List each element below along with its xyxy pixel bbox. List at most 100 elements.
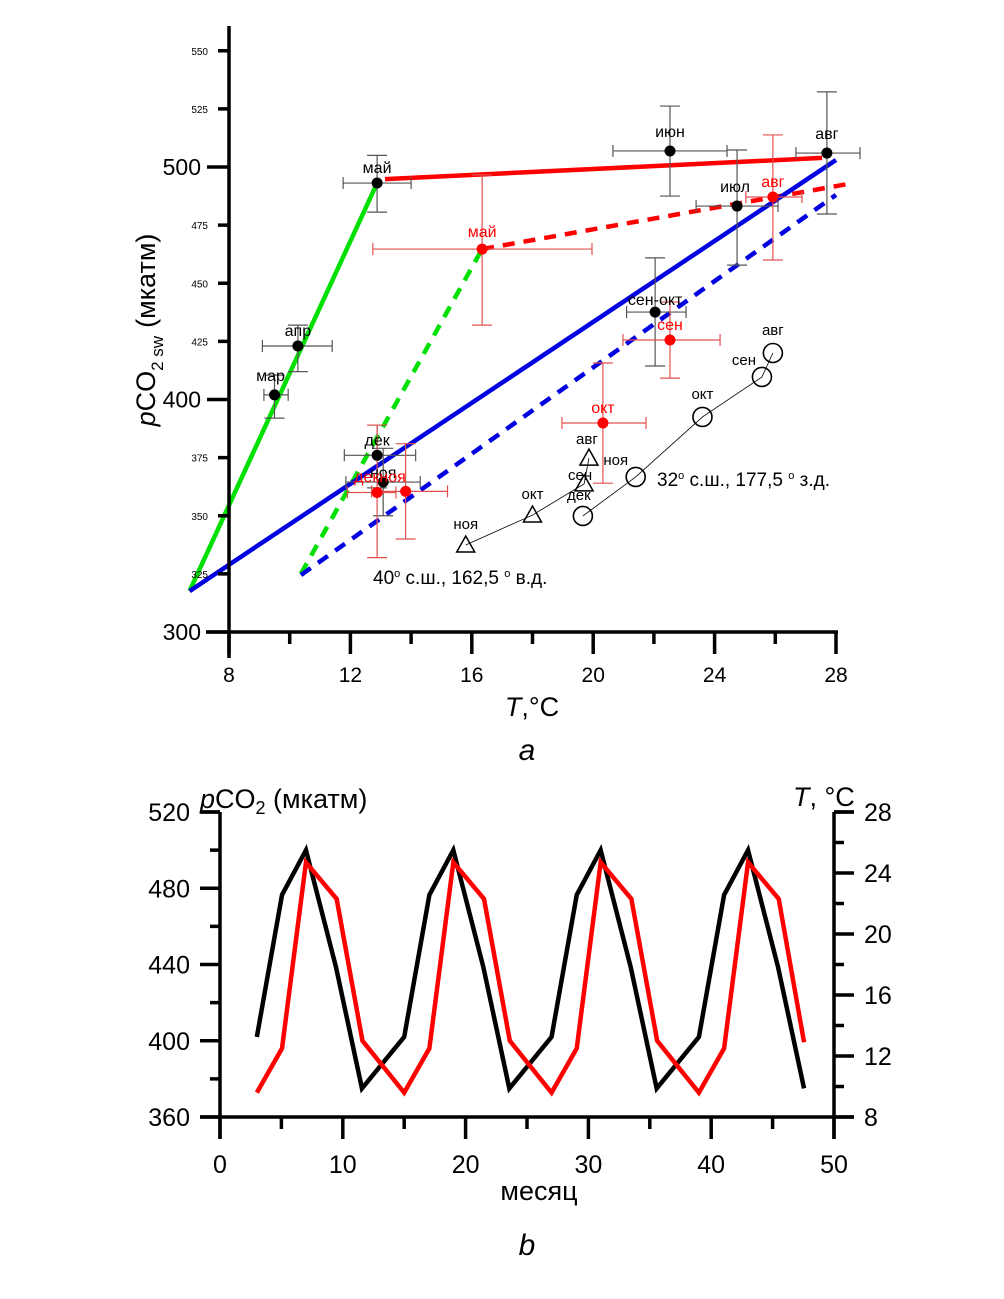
trend-lines (187, 155, 849, 593)
data-series (269, 145, 833, 553)
data-point-red (767, 191, 779, 203)
trend-line-blue-solid (188, 158, 838, 593)
point-label: авг (576, 431, 598, 448)
data-point-black (821, 147, 833, 159)
point-label: ноя (370, 465, 396, 482)
x-tick-label-a: 20 (582, 664, 605, 687)
data-point-circle (625, 466, 646, 488)
y-tick-label-a: 400 (163, 387, 201, 413)
point-label: дек (364, 432, 390, 449)
data-point-circle (572, 505, 594, 527)
y-right-tick-label-b: 16 (864, 982, 892, 1010)
y-minor-tick-label-a: 425 (191, 337, 208, 348)
y-left-tick-label-b: 360 (148, 1104, 190, 1132)
data-point-triangle (455, 534, 477, 553)
y-left-tick-label-b: 400 (148, 1028, 190, 1056)
data-series-b (254, 843, 807, 1097)
x-tick-label-a: 24 (703, 664, 727, 687)
y-left-tick-label-b: 440 (148, 952, 190, 980)
data-point-black (377, 476, 389, 488)
x-tick-label-a: 12 (339, 664, 362, 687)
axes-a: 8 12 16 20 24 28 300 400 500 325 350 375 425 450 475 52… (163, 26, 848, 687)
point-label: май (363, 160, 392, 177)
data-point-black (649, 306, 661, 318)
point-label-red-combined: декноя (354, 469, 406, 486)
data-point-black (269, 389, 281, 401)
point-label-red: май (468, 224, 497, 241)
point-label: сен-окт (628, 292, 683, 309)
y-axis-title-a: pCO2 sw(мкатм) (131, 234, 167, 428)
y-right-tick-label-b: 8 (864, 1104, 878, 1132)
y-right-axis-title-b: T, °C (793, 782, 855, 812)
point-label: дек (567, 487, 591, 504)
data-point-red (597, 417, 609, 429)
trend-line-red-dashed (481, 181, 849, 252)
chart-a: 8 12 16 20 24 28 300 400 500 325 350 375 425 450 475 52… (131, 26, 861, 767)
data-point-black (731, 200, 743, 212)
y-left-axis-title-b: pCO2 (мкатм) (199, 784, 367, 818)
y-minor-tick-label-a: 350 (191, 512, 208, 523)
x-tick-label-b: 0 (213, 1151, 227, 1179)
point-label: авг (762, 322, 784, 339)
point-label: сен (732, 352, 756, 369)
data-point-triangle (573, 473, 595, 492)
y-right-tick-label-b: 12 (864, 1043, 892, 1071)
x-tick-label-a: 16 (460, 664, 483, 687)
point-label: апр (285, 323, 312, 340)
annotation-40N: 40o с.ш., 162,5 o в.д. (373, 568, 547, 589)
data-point-red (476, 243, 488, 255)
y-right-tick-label-b: 28 (864, 799, 892, 827)
data-point-circle (692, 406, 713, 428)
data-point-black (371, 177, 383, 189)
y-minor-tick-label-a: 375 (191, 454, 208, 465)
point-labels: марапрмайиюниюлавгсен-октдекноямайавгсен… (256, 124, 839, 533)
data-point-red (371, 487, 383, 498)
connector-line-circles (582, 352, 774, 517)
panel-label-a: a (519, 734, 536, 767)
x-tick-label-a: 28 (824, 664, 847, 687)
y-left-tick-label-b: 480 (148, 875, 190, 903)
y-tick-label-a: 300 (163, 619, 201, 645)
point-label: мар (256, 368, 285, 385)
point-label: ноя (603, 452, 628, 469)
point-label: июл (720, 179, 750, 196)
axes-b: 0 10 20 30 40 50 360 400 440 480 520 8 12 16 20 24 28 (148, 799, 892, 1179)
data-point-black (292, 340, 304, 352)
y-left-tick-label-b: 520 (148, 799, 190, 827)
data-point-black (664, 145, 676, 157)
data-point-black (371, 449, 383, 461)
x-tick-label-b: 10 (329, 1151, 357, 1179)
y-minor-tick-label-a: 475 (191, 221, 208, 232)
point-label: окт (522, 486, 544, 503)
trend-line-red-solid (384, 155, 823, 182)
x-tick-label-b: 30 (574, 1151, 602, 1179)
data-point-triangle (522, 504, 543, 523)
point-label: ноя (453, 516, 478, 533)
trend-line-blue-dashed (299, 193, 838, 577)
data-point-circle (751, 366, 773, 388)
y-right-tick-label-b: 24 (864, 860, 892, 888)
point-label-red: окт (591, 400, 615, 417)
annotation-32N: 32o с.ш., 177,5 o з.д. (657, 470, 830, 491)
data-point-red (400, 485, 412, 497)
point-label: окт (691, 386, 713, 403)
y-minor-tick-label-a: 550 (191, 47, 208, 58)
point-label-red: сен (657, 317, 683, 334)
point-label: сен (568, 467, 592, 484)
x-axis-title-a: T,°C (505, 692, 559, 722)
x-axis-title-b: месяц (500, 1176, 577, 1206)
y-minor-tick-label-a: 450 (191, 279, 208, 290)
series-line-T (254, 856, 807, 1097)
x-tick-label-b: 40 (697, 1151, 725, 1179)
point-label: июн (655, 124, 685, 141)
point-label: авг (815, 126, 838, 143)
x-tick-label-b: 50 (820, 1151, 848, 1179)
panel-label-b: b (519, 1229, 536, 1262)
x-tick-label-b: 20 (452, 1151, 480, 1179)
series-line-pCO2 (254, 843, 807, 1094)
data-point-triangle (578, 447, 600, 466)
data-point-red (664, 334, 676, 346)
point-label-red: авг (761, 174, 784, 191)
y-minor-tick-label-a: 525 (191, 105, 208, 116)
y-tick-label-a: 500 (163, 154, 201, 180)
